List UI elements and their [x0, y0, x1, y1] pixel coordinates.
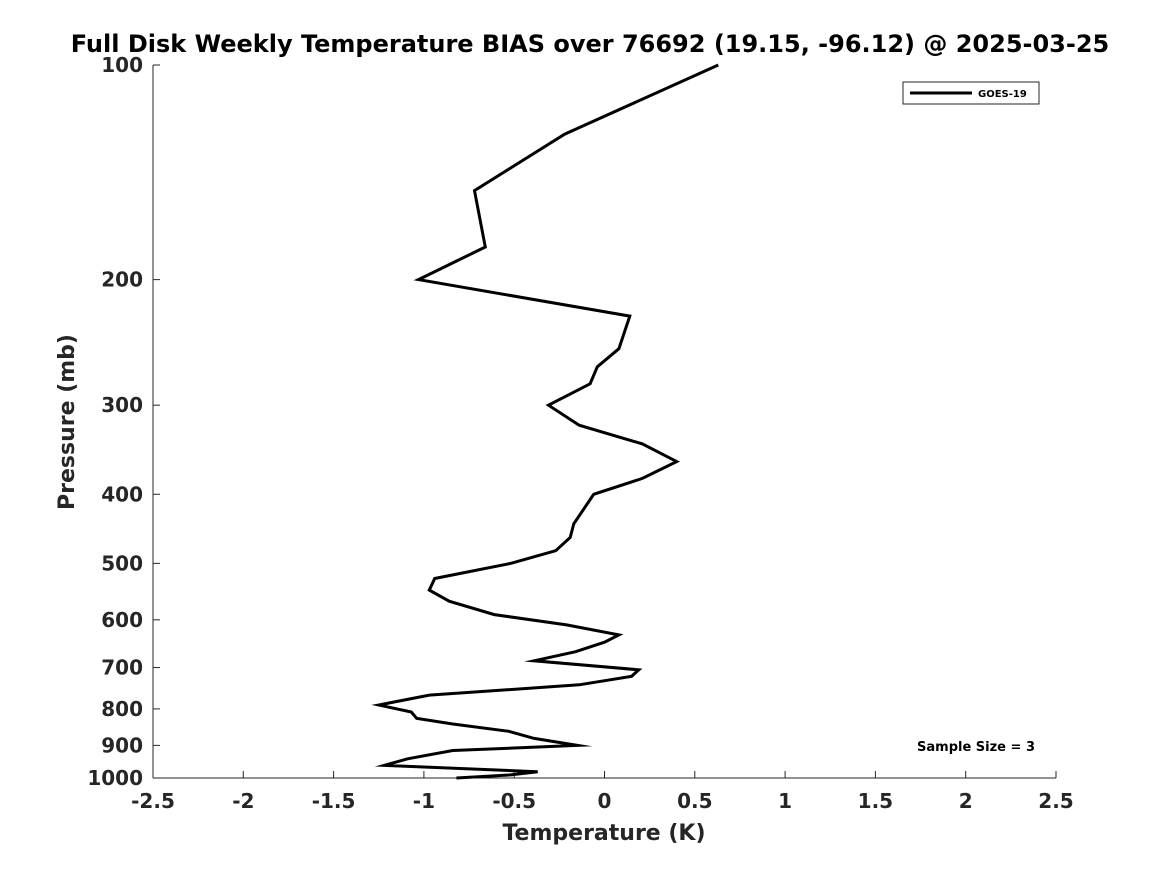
y-tick-label: 1000: [87, 766, 143, 790]
series-line-goes-19: [371, 63, 719, 780]
y-tick-label: 300: [101, 393, 143, 417]
y-tick-label: 700: [101, 656, 143, 680]
y-tick-label: 200: [101, 268, 143, 292]
y-tick-label: 900: [101, 733, 143, 757]
x-axis-label: Temperature (K): [502, 821, 705, 846]
y-tick-label: 100: [101, 53, 143, 77]
y-tick-label: 600: [101, 608, 143, 632]
legend: GOES-19: [902, 81, 1040, 105]
plot-axes: [152, 65, 1056, 779]
x-tick-label: -2.5: [131, 789, 175, 813]
x-tick-label: 2.5: [1038, 789, 1073, 813]
x-tick-label: 1: [778, 789, 792, 813]
x-tick-label: -1.5: [312, 789, 356, 813]
x-tick-label: -0.5: [492, 789, 536, 813]
x-tick-label: 0: [598, 789, 612, 813]
x-ticks: -2.5 -2 -1.5 -1 -0.5 0 0.5 1 1.5 2 2.5: [131, 771, 1074, 813]
chart-title: Full Disk Weekly Temperature BIAS over 7…: [71, 30, 1110, 58]
y-ticks: 100 200 300 400 500 600 700 800 900 1000: [87, 53, 160, 790]
x-tick-label: 2: [959, 789, 973, 813]
y-tick-label: 500: [101, 551, 143, 575]
legend-entry-goes-19: GOES-19: [978, 89, 1027, 100]
x-tick-label: -2: [232, 789, 254, 813]
x-tick-label: 1.5: [858, 789, 893, 813]
y-tick-label: 800: [101, 697, 143, 721]
sample-size-annotation: Sample Size = 3: [917, 740, 1035, 755]
x-tick-label: -1: [413, 789, 435, 813]
x-tick-label: 0.5: [677, 789, 712, 813]
y-tick-label: 400: [101, 482, 143, 506]
series-layer: [371, 63, 719, 780]
y-axis-label: Pressure (mb): [55, 334, 80, 510]
